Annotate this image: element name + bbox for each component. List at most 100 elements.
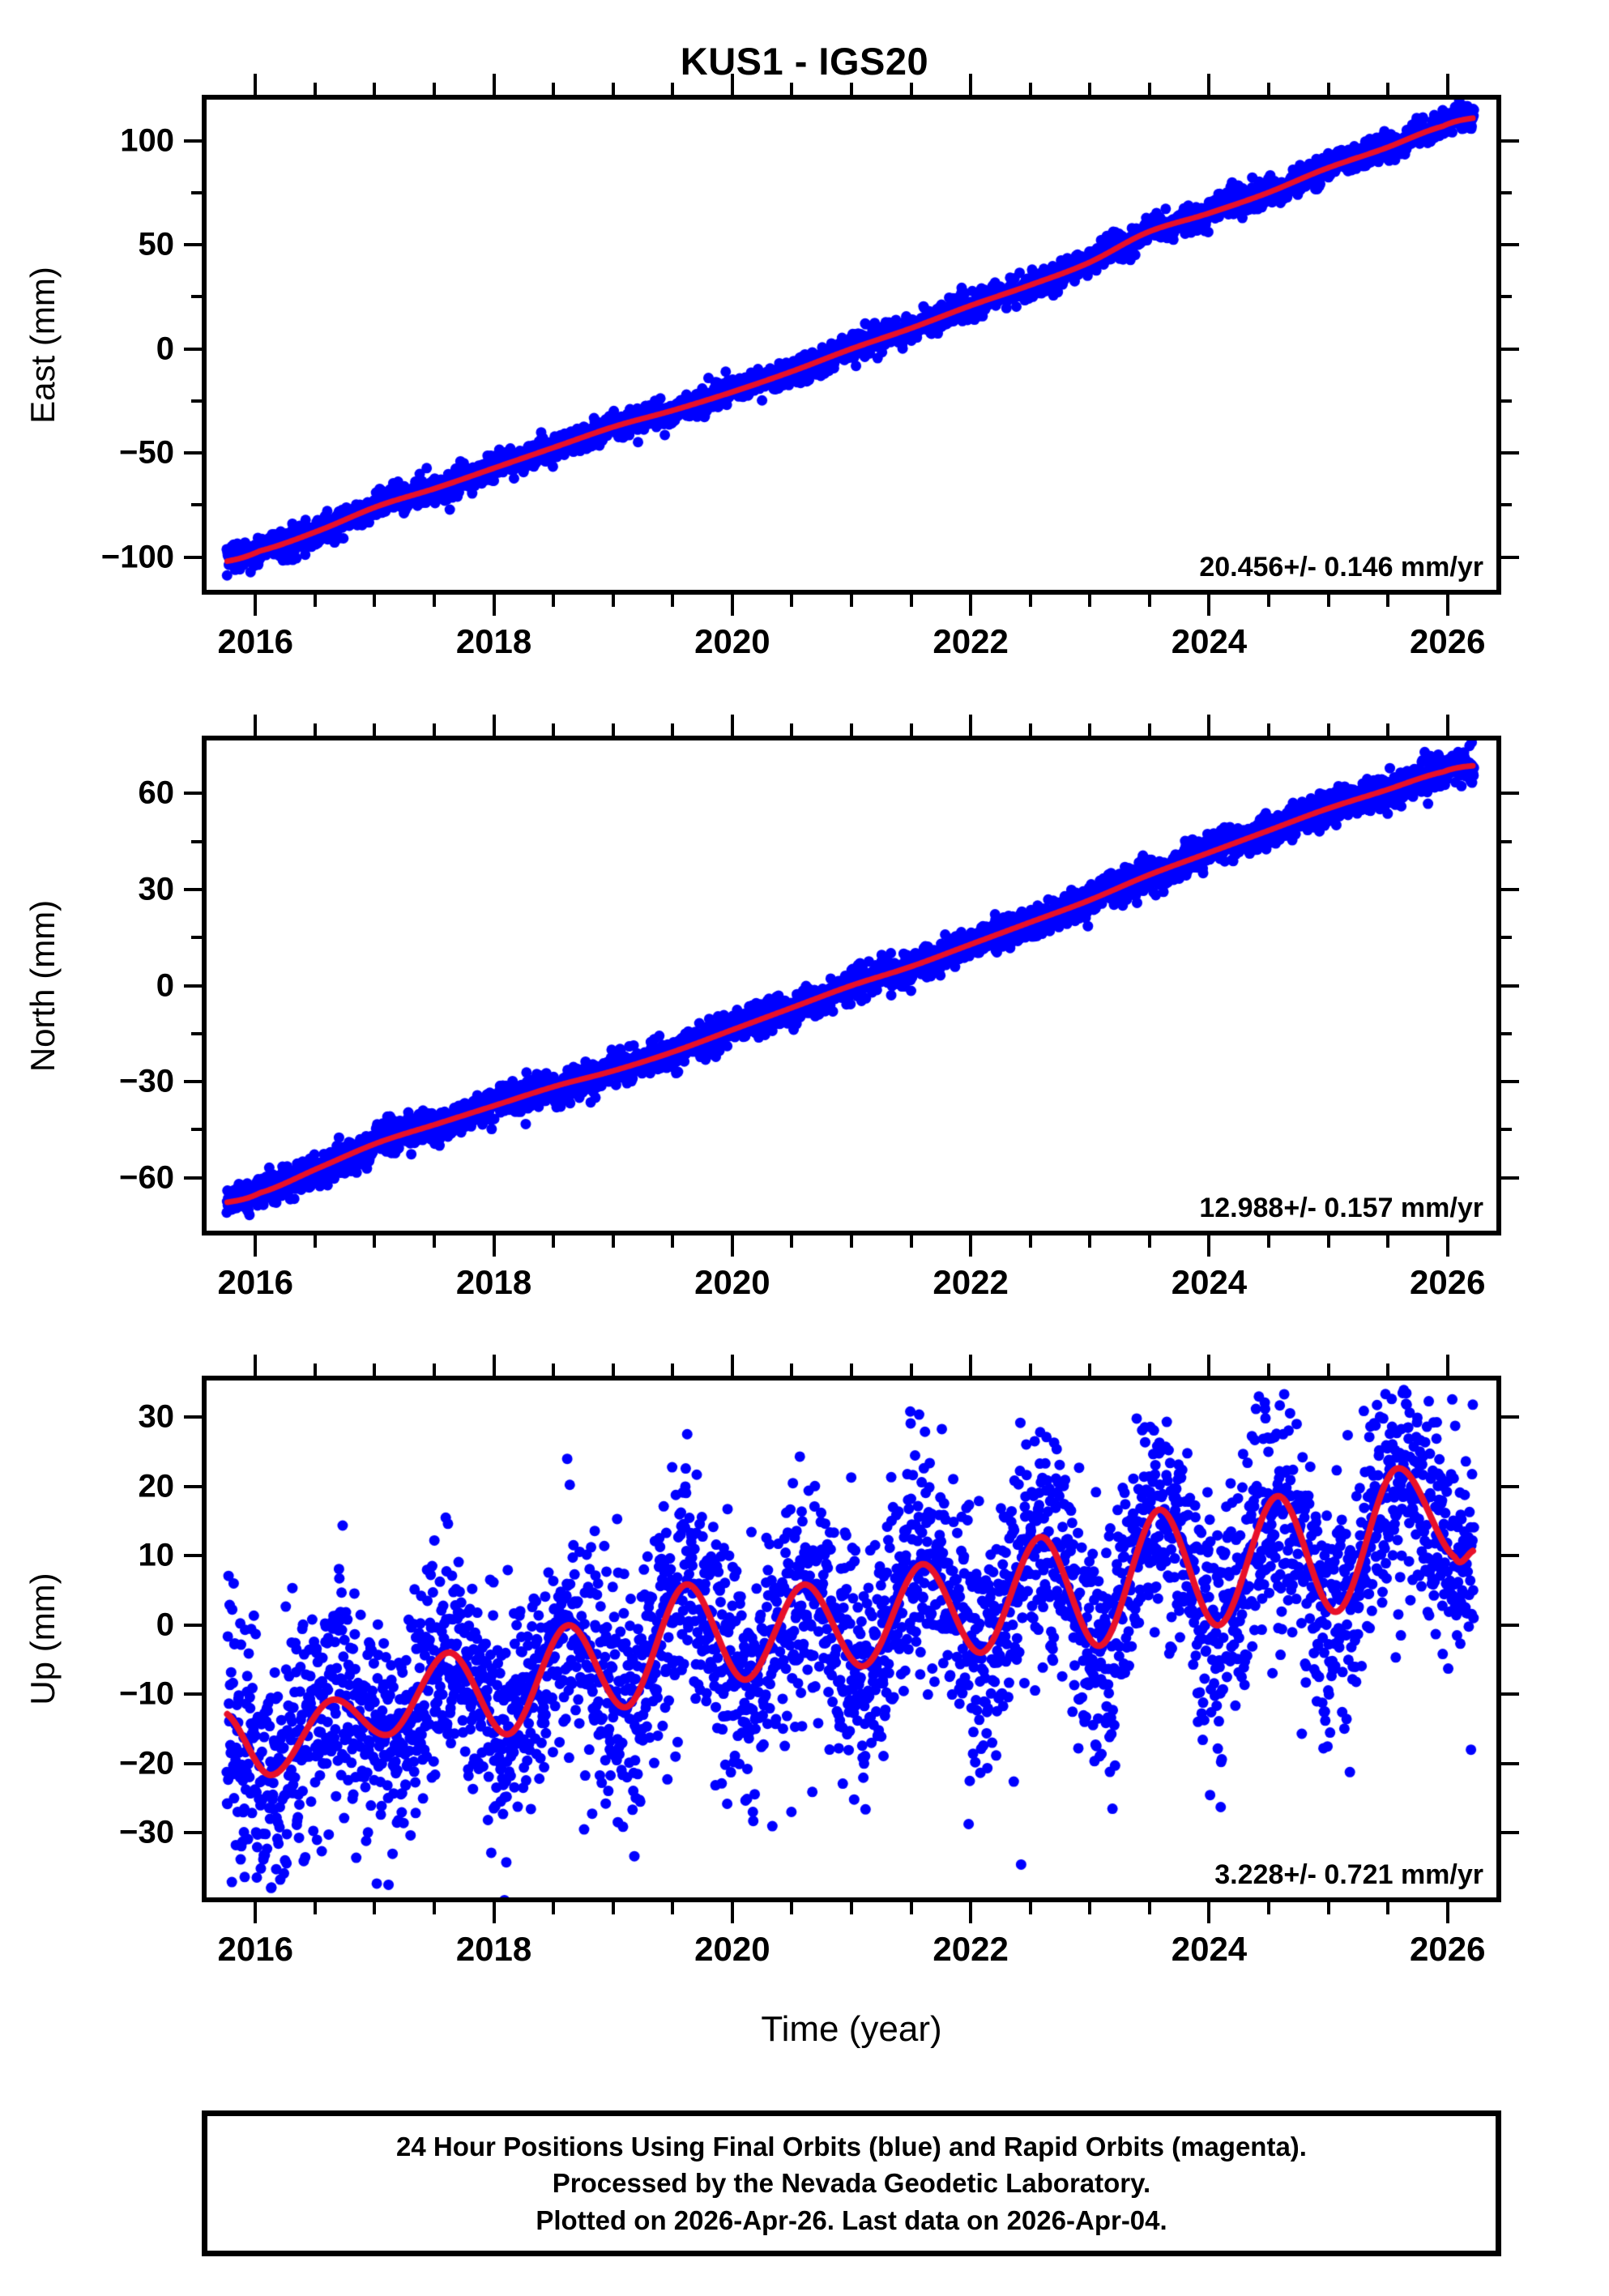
x-tick-label: 2022	[933, 1930, 1009, 1968]
x-tick-label: 2026	[1410, 1930, 1486, 1968]
x-minor-tick	[1088, 595, 1092, 607]
x-minor-tick	[1386, 1235, 1390, 1248]
y-minor-tick	[1501, 190, 1512, 194]
y-axis-title: North (mm)	[23, 899, 62, 1072]
y-minor-tick	[191, 503, 202, 507]
x-tick-label: 2016	[217, 1930, 293, 1968]
x-tick-label: 2018	[455, 1263, 532, 1301]
y-axis-title: East (mm)	[23, 266, 62, 424]
y-tick-mark-right	[1501, 1415, 1519, 1419]
y-minor-tick	[191, 936, 202, 940]
x-tick-mark	[492, 1235, 496, 1257]
x-minor-tick-top	[1147, 723, 1151, 736]
y-tick-mark	[184, 1176, 202, 1180]
x-tick-mark-top	[969, 1355, 973, 1376]
x-minor-tick-top	[850, 723, 853, 736]
y-minor-tick	[191, 295, 202, 299]
x-tick-mark	[969, 1235, 973, 1257]
x-minor-tick-top	[1326, 83, 1330, 95]
x-minor-tick	[611, 595, 615, 607]
x-minor-tick-top	[1147, 83, 1151, 95]
x-minor-tick	[1028, 1902, 1032, 1914]
x-minor-tick-top	[909, 723, 913, 736]
x-minor-tick-top	[909, 1364, 913, 1376]
x-tick-label: 2018	[455, 1930, 532, 1968]
y-tick-mark	[184, 555, 202, 559]
x-minor-tick	[1028, 1235, 1032, 1248]
y-minor-tick	[1501, 399, 1512, 403]
x-tick-mark	[1207, 1235, 1211, 1257]
panel-north-plot	[207, 740, 1496, 1231]
y-tick-label: −10	[119, 1675, 174, 1712]
y-tick-mark-right	[1501, 1484, 1519, 1488]
x-tick-mark	[1445, 595, 1449, 616]
y-tick-mark	[184, 792, 202, 796]
y-tick-mark	[184, 1761, 202, 1765]
x-minor-tick-top	[1028, 83, 1032, 95]
x-minor-tick	[373, 1235, 377, 1248]
x-tick-label: 2024	[1171, 1263, 1248, 1301]
x-tick-mark-top	[730, 1355, 734, 1376]
panel-up: 3.228+/- 0.721 mm/yr 30 20 10 0 −10 −20 −30 Up …	[23, 1355, 1519, 1968]
y-minor-tick	[191, 399, 202, 403]
x-minor-tick	[1326, 1902, 1330, 1914]
x-minor-tick	[909, 1235, 913, 1248]
x-minor-tick	[671, 1902, 675, 1914]
y-tick-mark	[184, 1554, 202, 1558]
x-minor-tick	[1326, 1235, 1330, 1248]
y-tick-label: 50	[138, 226, 175, 262]
x-minor-tick	[909, 1902, 913, 1914]
x-minor-tick-top	[1386, 723, 1390, 736]
x-tick-mark	[254, 595, 258, 616]
y-axis-title: Up (mm)	[23, 1573, 62, 1705]
x-tick-mark	[1207, 595, 1211, 616]
y-tick-mark-right	[1501, 139, 1519, 143]
panel-east-plot	[207, 100, 1496, 590]
y-tick-label: 30	[138, 1398, 175, 1435]
x-minor-tick-top	[790, 1364, 794, 1376]
y-minor-tick	[1501, 839, 1512, 843]
figure-title: KUS1 - IGS20	[680, 40, 929, 83]
x-tick-mark	[969, 1902, 973, 1923]
x-minor-tick-top	[850, 83, 853, 95]
y-tick-label: 10	[138, 1537, 175, 1573]
x-minor-tick	[1267, 1902, 1271, 1914]
x-minor-tick	[671, 1235, 675, 1248]
x-minor-tick-top	[790, 83, 794, 95]
x-tick-mark	[969, 595, 973, 616]
x-tick-mark-top	[1445, 74, 1449, 95]
x-tick-mark	[730, 1235, 734, 1257]
x-tick-mark	[492, 1902, 496, 1923]
x-minor-tick-top	[1147, 1364, 1151, 1376]
x-minor-tick	[671, 595, 675, 607]
x-tick-mark-top	[254, 1355, 258, 1376]
x-tick-label: 2020	[694, 1930, 770, 1968]
x-minor-tick	[790, 1902, 794, 1914]
y-tick-mark-right	[1501, 1623, 1519, 1627]
x-minor-tick-top	[552, 1364, 556, 1376]
x-minor-tick	[552, 595, 556, 607]
x-minor-tick	[1147, 1235, 1151, 1248]
x-minor-tick-top	[1386, 1364, 1390, 1376]
caption-line-3: Plotted on 2026-Apr-26. Last data on 202…	[536, 2204, 1167, 2235]
x-tick-mark-top	[730, 715, 734, 736]
x-minor-tick	[1088, 1902, 1092, 1914]
x-minor-tick	[1028, 595, 1032, 607]
y-minor-tick	[1501, 295, 1512, 299]
caption-line-2: Processed by the Nevada Geodetic Laborat…	[552, 2168, 1151, 2199]
y-tick-label: −30	[119, 1063, 174, 1099]
y-tick-mark-right	[1501, 1692, 1519, 1696]
x-tick-mark	[730, 595, 734, 616]
y-minor-tick	[1501, 936, 1512, 940]
x-tick-mark	[1445, 1235, 1449, 1257]
x-tick-mark	[254, 1902, 258, 1923]
y-tick-mark-right	[1501, 243, 1519, 247]
x-minor-tick-top	[1326, 1364, 1330, 1376]
y-minor-tick	[191, 190, 202, 194]
x-minor-tick-top	[850, 1364, 853, 1376]
y-tick-mark	[184, 347, 202, 351]
x-tick-mark-top	[1445, 1355, 1449, 1376]
x-minor-tick-top	[1326, 723, 1330, 736]
y-tick-label: −30	[119, 1814, 174, 1850]
